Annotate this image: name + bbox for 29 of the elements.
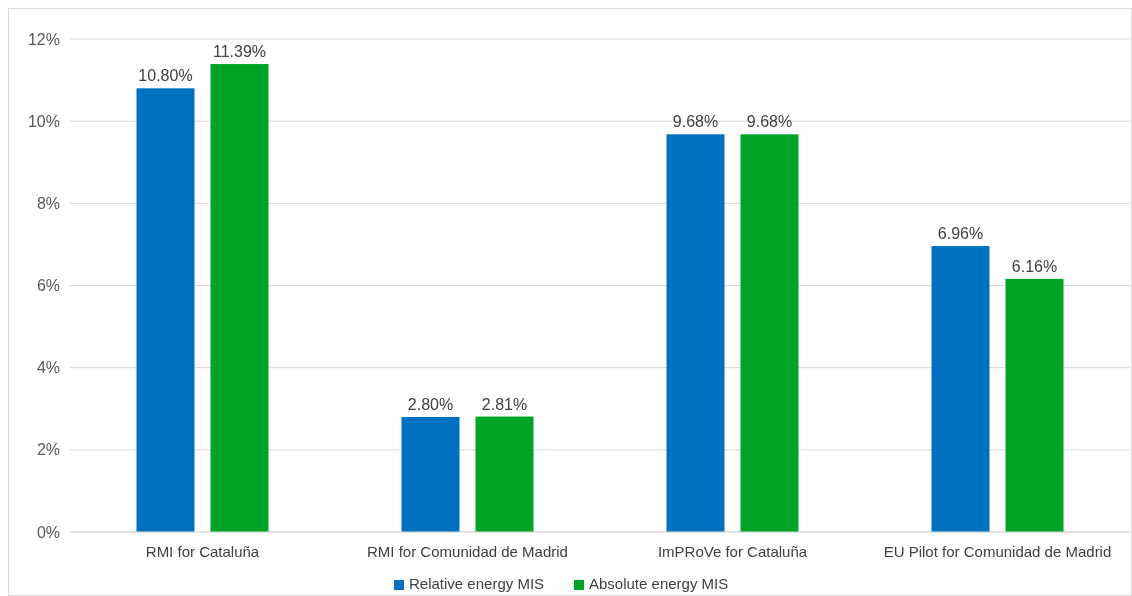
data-label: 2.80% [407,395,454,413]
bar [475,416,534,532]
data-label: 10.80% [138,67,193,85]
x-tick-label: ImPRoVe for Cataluña [657,543,808,560]
bar [401,416,460,532]
bar [666,134,725,532]
y-tick-label: 10% [27,112,60,130]
x-tick-label: RMI for Cataluña [145,543,260,560]
x-tick-label: EU Pilot for Comunidad de Madrid [883,543,1112,560]
y-tick-label: 4% [36,359,60,377]
y-tick-label: 8% [36,194,60,212]
data-label: 6.96% [937,225,984,243]
data-label: 6.16% [1011,257,1058,275]
y-tick-label: 6% [36,277,60,295]
data-label: 11.39% [212,43,267,61]
y-tick-label: 0% [36,523,60,541]
x-tick-label: RMI for Comunidad de Madrid [367,543,568,560]
data-label: 2.81% [481,395,528,413]
bar [210,64,269,532]
bar [1005,278,1064,532]
legend-label: Relative energy MIS [409,575,545,592]
bar [931,246,990,532]
bar [136,88,195,532]
y-tick-label: 12% [27,30,60,48]
bar [740,134,799,532]
legend-label: Absolute energy MIS [589,575,729,592]
y-tick-label: 2% [36,441,60,459]
data-label: 9.68% [746,113,793,131]
data-label: 9.68% [672,113,719,131]
